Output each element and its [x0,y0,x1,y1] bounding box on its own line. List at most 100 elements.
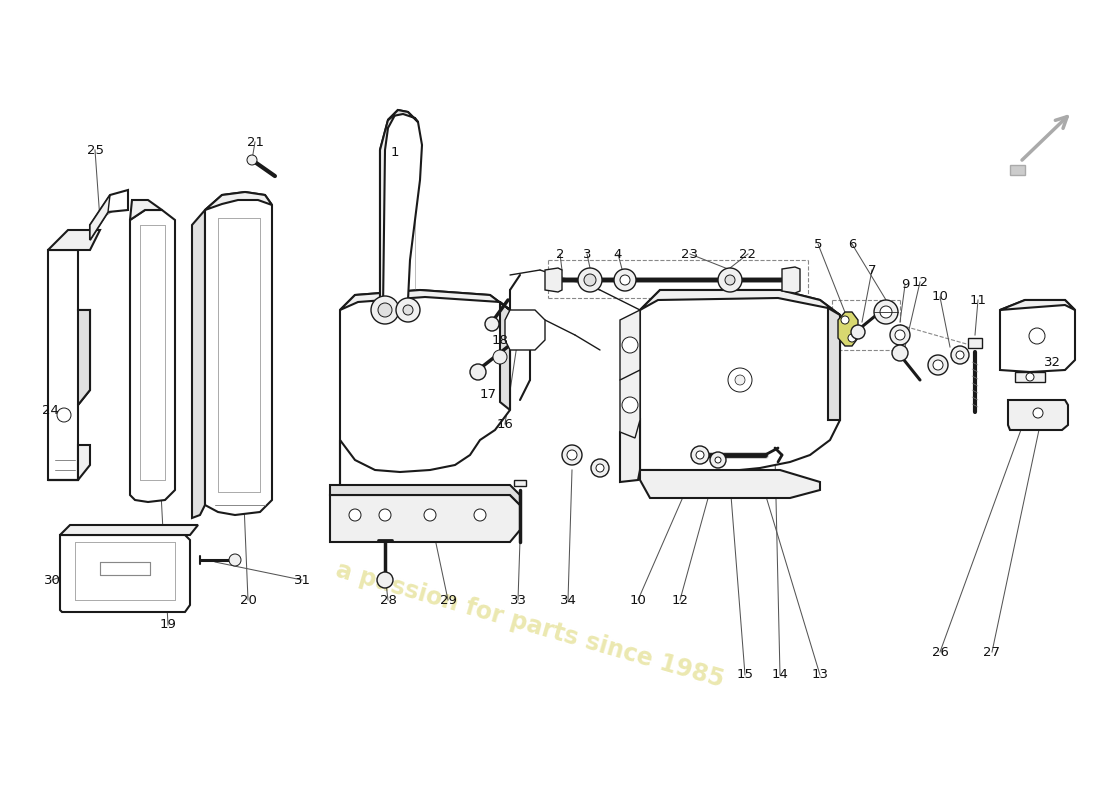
Circle shape [928,355,948,375]
Circle shape [578,268,602,292]
Text: 30: 30 [44,574,60,586]
Text: 12: 12 [671,594,689,606]
Polygon shape [205,192,272,210]
Polygon shape [205,192,272,515]
Circle shape [710,452,726,468]
Circle shape [584,274,596,286]
Polygon shape [330,485,520,505]
Circle shape [933,360,943,370]
Polygon shape [60,535,190,612]
Polygon shape [48,230,100,250]
Circle shape [379,509,390,521]
Circle shape [614,269,636,291]
Text: 6: 6 [848,238,856,250]
Circle shape [566,450,578,460]
Circle shape [57,408,72,422]
Circle shape [956,351,964,359]
Circle shape [470,364,486,380]
Text: 3: 3 [583,247,592,261]
Polygon shape [1008,400,1068,430]
Text: 12: 12 [912,275,928,289]
Text: 31: 31 [294,574,310,586]
Text: 28: 28 [379,594,396,606]
Polygon shape [60,525,198,535]
Circle shape [691,446,710,464]
Text: 2: 2 [556,247,564,261]
Circle shape [715,457,720,463]
Circle shape [621,337,638,353]
Text: 27: 27 [983,646,1001,658]
Text: 16: 16 [496,418,514,430]
Text: 20: 20 [240,594,256,606]
Circle shape [620,275,630,285]
Circle shape [562,445,582,465]
Polygon shape [1000,300,1075,310]
Circle shape [725,275,735,285]
Text: 10: 10 [932,290,948,303]
Polygon shape [340,290,510,310]
Polygon shape [640,290,840,472]
Text: 10: 10 [629,594,647,606]
Text: 14: 14 [771,669,789,682]
Circle shape [842,316,849,324]
Circle shape [596,464,604,472]
Text: 32: 32 [1044,355,1060,369]
Text: 19: 19 [160,618,176,631]
Circle shape [396,298,420,322]
Text: 9: 9 [901,278,910,291]
Polygon shape [330,495,520,542]
Circle shape [718,268,743,292]
Polygon shape [90,195,110,240]
Circle shape [728,368,752,392]
Circle shape [349,509,361,521]
Text: 25: 25 [87,143,103,157]
Polygon shape [838,312,858,346]
Text: 34: 34 [560,594,576,606]
Circle shape [735,375,745,385]
Circle shape [892,345,907,361]
Polygon shape [379,110,398,310]
Circle shape [403,305,412,315]
Polygon shape [620,420,640,482]
Circle shape [952,346,969,364]
Text: 23: 23 [682,247,698,261]
Polygon shape [620,310,640,385]
Circle shape [229,554,241,566]
Text: 5: 5 [814,238,823,250]
Polygon shape [1000,300,1075,372]
Circle shape [1026,373,1034,381]
Polygon shape [78,310,90,405]
Polygon shape [1010,165,1025,175]
Text: 4: 4 [614,247,623,261]
Polygon shape [500,302,510,410]
Polygon shape [340,290,510,520]
Polygon shape [514,480,526,486]
Text: 26: 26 [932,646,948,658]
Polygon shape [192,210,205,518]
Polygon shape [379,110,422,310]
Polygon shape [48,250,90,480]
Text: 7: 7 [868,263,877,277]
Circle shape [1033,408,1043,418]
Circle shape [378,303,392,317]
Text: 21: 21 [246,135,264,149]
Circle shape [371,296,399,324]
Polygon shape [620,370,640,438]
Polygon shape [640,470,820,498]
Polygon shape [828,308,840,420]
Polygon shape [48,445,90,480]
Text: 11: 11 [969,294,987,306]
Circle shape [248,155,257,165]
Text: 24: 24 [42,403,58,417]
Text: 22: 22 [739,247,757,261]
Circle shape [493,350,507,364]
Text: 18: 18 [492,334,508,346]
Circle shape [696,451,704,459]
Polygon shape [90,190,128,240]
Text: 17: 17 [480,389,496,402]
Circle shape [848,334,856,342]
Circle shape [880,306,892,318]
Polygon shape [1015,372,1045,382]
Circle shape [1028,328,1045,344]
Text: 29: 29 [440,594,456,606]
